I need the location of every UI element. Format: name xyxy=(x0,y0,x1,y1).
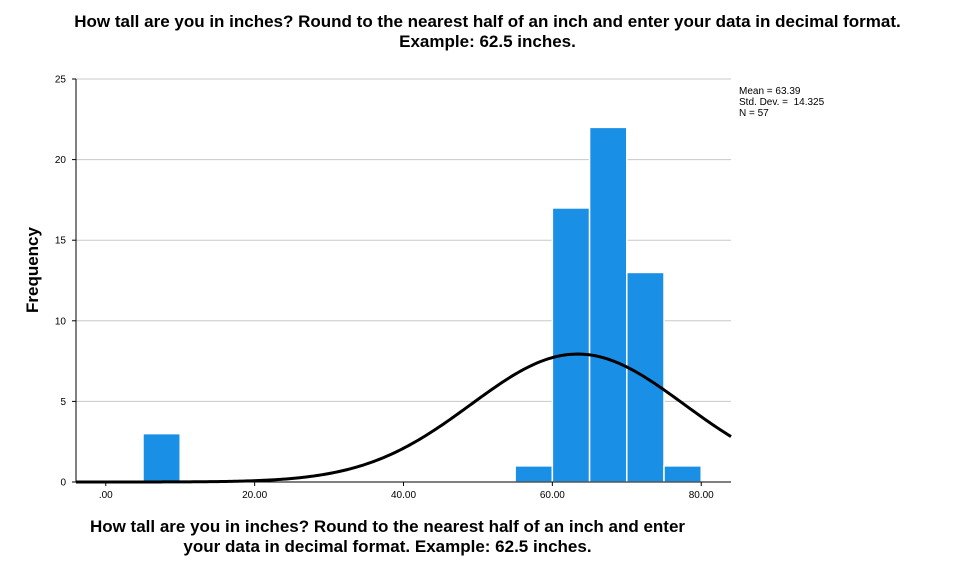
histogram-bar xyxy=(588,126,628,483)
axis-layer: 0 5 10 15 20 25 .00 20.00 40.00 60.00 80.00 xyxy=(55,75,731,501)
chart-title-line-1: How tall are you in inches? Round to the… xyxy=(74,12,901,31)
chart-title: How tall are you in inches? Round to the… xyxy=(0,12,975,52)
x-axis-title-line-2: your data in decimal format. Example: 62… xyxy=(183,537,592,556)
x-tick-label: 80.00 xyxy=(689,490,714,501)
stats-sd: Std. Dev. = 14.325 xyxy=(739,97,824,108)
y-tick-label: 20 xyxy=(55,155,67,166)
chart-title-line-2: Example: 62.5 inches. xyxy=(399,32,576,51)
stats-mean-label: Mean = xyxy=(739,86,773,97)
histogram-bar xyxy=(142,432,181,483)
stats-mean: Mean = 63.39 xyxy=(739,86,824,97)
stats-mean-value: 63.39 xyxy=(775,86,801,97)
x-tick-label: .00 xyxy=(99,490,113,501)
stats-box: Mean = 63.39 Std. Dev. = 14.325 N = 57 xyxy=(739,86,824,119)
x-axis-title-line-1: How tall are you in inches? Round to the… xyxy=(89,517,686,536)
stats-n: N = 57 xyxy=(739,108,824,119)
x-tick-label: 60.00 xyxy=(540,490,565,501)
stats-n-value: 57 xyxy=(757,108,769,119)
y-tick-label: 5 xyxy=(60,397,66,408)
bar-layer xyxy=(142,126,702,483)
x-tick-label: 20.00 xyxy=(242,490,267,501)
stats-n-label: N = xyxy=(739,108,755,119)
stats-sd-label: Std. Dev. = xyxy=(739,97,789,108)
x-tick-label: 40.00 xyxy=(391,490,416,501)
histogram-bar xyxy=(663,465,702,483)
y-tick-label: 25 xyxy=(55,75,67,86)
histogram-bar xyxy=(514,465,554,483)
x-axis-title: How tall are you in inches? Round to the… xyxy=(60,517,715,557)
histogram-bar xyxy=(551,207,591,483)
y-tick-label: 15 xyxy=(55,236,67,247)
stats-sd-value: 14.325 xyxy=(793,97,825,108)
y-tick-label: 10 xyxy=(55,316,67,327)
y-tick-label: 0 xyxy=(60,478,66,489)
